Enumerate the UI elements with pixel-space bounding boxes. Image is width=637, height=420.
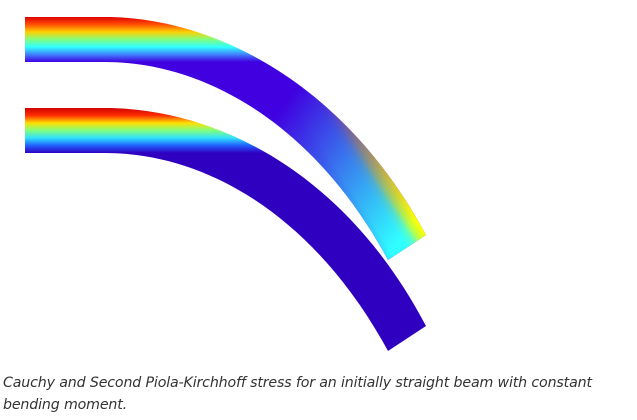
second-piola-kirchhoff-stress-beam [25,108,426,351]
stress-figure [25,17,426,351]
cauchy-stress-beam-tip-shading [25,17,426,260]
figure-caption: Cauchy and Second Piola-Kirchhoff stress… [3,375,592,413]
cauchy-stress-beam [25,17,426,260]
